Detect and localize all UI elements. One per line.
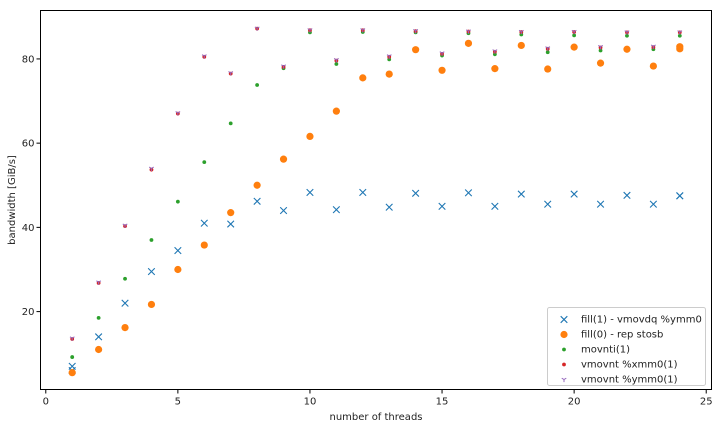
data-point (229, 121, 233, 125)
data-point (544, 201, 551, 208)
data-point (148, 301, 155, 308)
data-point (412, 46, 419, 53)
data-point (492, 203, 499, 210)
data-point (439, 203, 446, 210)
legend-entry: fill(1) - vmovdq %ymm0 (561, 315, 702, 326)
data-point (201, 241, 208, 248)
data-point (280, 156, 287, 163)
data-point (69, 369, 76, 376)
legend-marker-symbol (560, 331, 567, 338)
data-point (597, 60, 604, 67)
series-3 (70, 27, 681, 341)
data-point (546, 50, 550, 54)
data-point (571, 44, 578, 51)
data-point (334, 62, 338, 66)
legend-marker-symbol (562, 363, 566, 367)
data-point (624, 192, 631, 199)
data-point (201, 220, 208, 227)
data-point (176, 200, 180, 204)
legend-marker-movnti (562, 348, 566, 352)
data-point (95, 334, 102, 341)
x-tick-label: 25 (700, 397, 713, 408)
data-point (518, 42, 525, 49)
data-point (70, 355, 74, 359)
legend-label-vmovnt-xmm0: vmovnt %xmm0(1) (581, 360, 678, 371)
data-point (465, 190, 472, 197)
data-point (121, 324, 128, 331)
x-tick-label: 0 (43, 397, 49, 408)
data-point (227, 209, 234, 216)
legend-label-vmovnt-ymm0: vmovnt %ymm0(1) (581, 375, 678, 386)
x-axis-label: number of threads (329, 412, 422, 423)
data-point (307, 189, 314, 196)
data-point (333, 108, 340, 115)
data-point (676, 45, 683, 52)
data-point (650, 62, 657, 69)
data-point (97, 316, 101, 320)
data-point (333, 206, 340, 213)
data-point (202, 160, 206, 164)
legend-label-rep-stosb: fill(0) - rep stosb (581, 330, 663, 341)
data-point (386, 204, 393, 211)
data-point (254, 182, 261, 189)
data-point (254, 198, 261, 205)
series-4 (70, 27, 682, 341)
x-axis: 0 5 10 15 20 25 (43, 390, 713, 408)
data-point (255, 83, 259, 87)
data-point (465, 40, 472, 47)
y-axis-label: bandwidth [GiB/s] (7, 155, 18, 245)
data-point (544, 65, 551, 72)
x-tick-label: 5 (175, 397, 181, 408)
data-point (150, 238, 154, 242)
y-tick-label: 80 (22, 54, 35, 65)
data-point (623, 46, 630, 53)
data-point (306, 133, 313, 140)
x-tick-label: 15 (436, 397, 449, 408)
legend-label-movnti: movnti(1) (581, 345, 630, 356)
data-point (412, 190, 419, 197)
legend-marker-symbol (562, 348, 566, 352)
y-tick-label: 40 (22, 223, 35, 234)
data-point (491, 65, 498, 72)
y-tick-label: 60 (22, 139, 35, 150)
y-tick-label: 20 (22, 307, 35, 318)
data-point (597, 201, 604, 208)
data-point (95, 346, 102, 353)
data-point (359, 189, 366, 196)
data-point (122, 300, 129, 307)
data-point (571, 191, 578, 198)
y-axis: 20 40 60 80 (22, 54, 41, 318)
data-point (227, 221, 234, 228)
data-point (174, 266, 181, 273)
data-point (676, 192, 683, 199)
x-tick-label: 20 (568, 397, 581, 408)
legend: fill(1) - vmovdq %ymm0 fill(0) - rep sto… (548, 308, 706, 386)
data-point (359, 74, 366, 81)
legend-marker-vmovnt-xmm0 (562, 363, 566, 367)
data-point (650, 201, 657, 208)
legend-marker-rep-stosb (560, 331, 567, 338)
data-point (386, 70, 393, 77)
data-point (518, 191, 525, 198)
data-point (123, 277, 127, 281)
data-point (438, 67, 445, 74)
x-tick-label: 10 (304, 397, 317, 408)
data-point (280, 207, 287, 214)
data-point (175, 247, 182, 254)
legend-label-fill-ymm0: fill(1) - vmovdq %ymm0 (581, 315, 702, 326)
data-point (148, 268, 155, 275)
